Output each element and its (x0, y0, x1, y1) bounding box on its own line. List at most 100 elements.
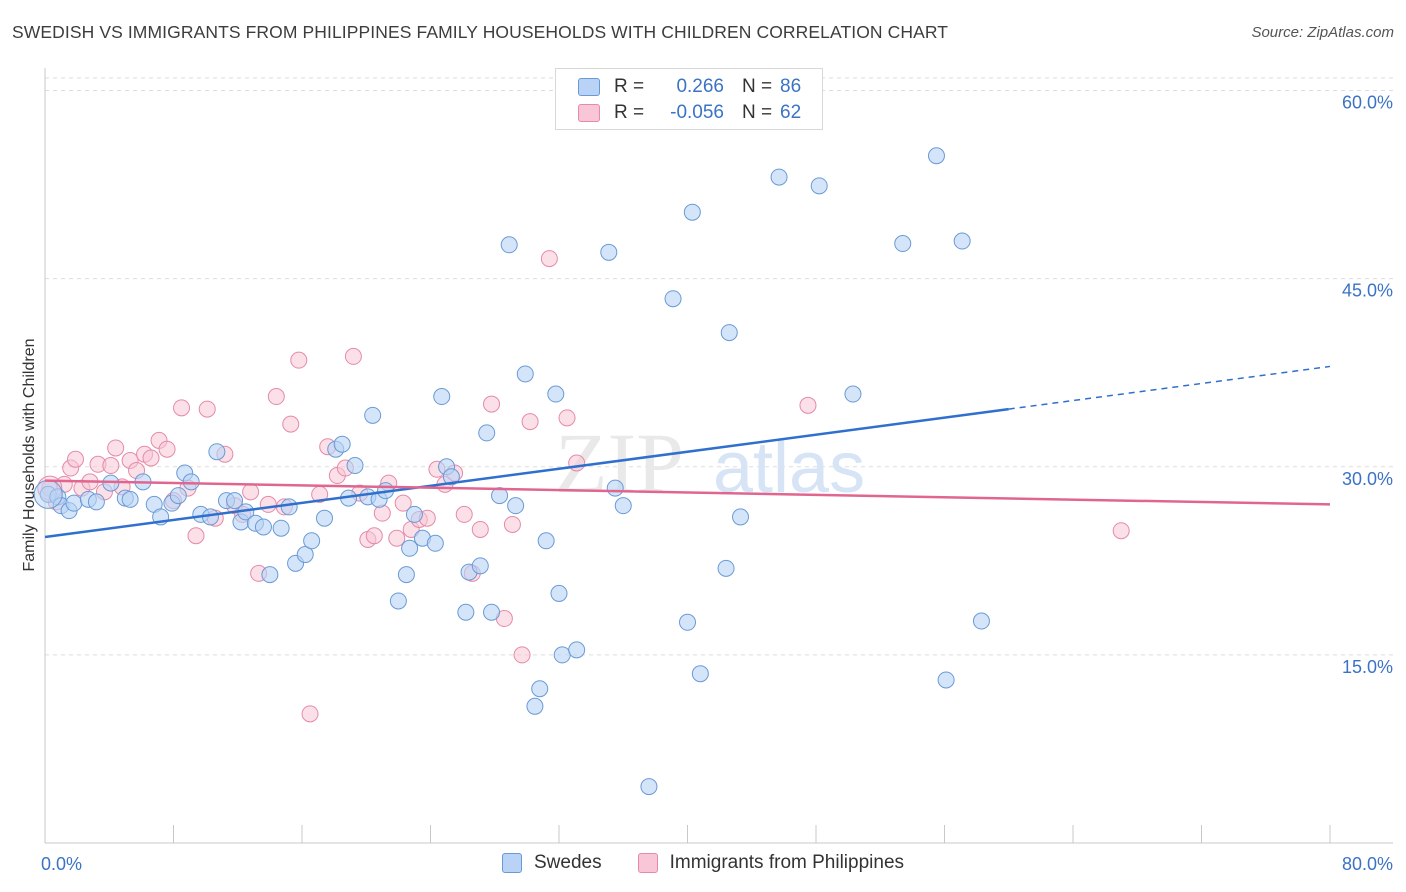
legend-swatch-swedes (578, 78, 600, 96)
swedes-point (121, 490, 139, 508)
philippines-point (344, 347, 362, 365)
philippines-point (483, 395, 501, 413)
legend-r-label: R = (614, 102, 645, 123)
swedes-point (732, 508, 750, 526)
x-tick-label-min: 0.0% (41, 854, 82, 874)
swedes-point (405, 505, 423, 523)
swedes-point (720, 324, 738, 342)
philippines-point (259, 495, 277, 513)
swedes-point (315, 509, 333, 527)
swedes-point (254, 518, 272, 536)
philippines-legend-label: Immigrants from Philippines (669, 852, 905, 873)
series-legend-philippines[interactable]: Immigrants from Philippines (637, 852, 905, 874)
philippines-point (242, 483, 260, 501)
swedes-point (296, 546, 314, 564)
philippines-point (198, 400, 216, 418)
swedes-point (553, 646, 571, 664)
swedes-point (810, 177, 828, 195)
philippines-point (455, 505, 473, 523)
philippines-point (107, 439, 125, 457)
legend-swatch-philippines (578, 104, 600, 122)
legend-n-label: N = (742, 102, 773, 123)
swedes-trend-extension (1008, 365, 1331, 410)
philippines-point (67, 450, 85, 468)
swedes-point (614, 497, 632, 515)
series-legend-swedes[interactable]: Swedes (501, 852, 602, 874)
legend-n-label: N = (742, 76, 773, 97)
swedes-point (226, 492, 244, 510)
swedes-point (169, 487, 187, 505)
y-tick-label: 15.0% (1342, 657, 1393, 677)
philippines-point (373, 504, 391, 522)
swedes-point (208, 443, 226, 461)
philippines-point (267, 388, 285, 406)
swedes-point (333, 435, 351, 453)
swedes-point (33, 479, 63, 509)
y-tick-label: 45.0% (1342, 281, 1393, 301)
philippines-trend-line (44, 479, 1331, 506)
swedes-point (550, 584, 568, 602)
philippines-point (388, 529, 406, 547)
philippines-point (503, 515, 521, 533)
swedes-point (500, 236, 518, 254)
philippines-swatch (637, 853, 658, 873)
y-tick-label: 60.0% (1342, 93, 1393, 113)
philippines-point (1112, 522, 1130, 540)
philippines-point (290, 351, 308, 369)
swedes-point (280, 498, 298, 516)
swedes-point (478, 424, 496, 442)
legend-n-value: 86 (780, 76, 802, 97)
swedes-point (303, 532, 321, 550)
swedes-point (568, 641, 586, 659)
legend-r-label: R = (614, 76, 645, 97)
swedes-point (953, 232, 971, 250)
swedes-point (471, 557, 489, 575)
philippines-point (568, 454, 586, 472)
swedes-point (401, 539, 419, 557)
swedes-point (261, 566, 279, 584)
correlation-legend: R = 0.266 N = 86 R = -0.056 N = 62 (555, 68, 823, 130)
swedes-point (442, 468, 460, 486)
philippines-point (187, 527, 205, 545)
swedes-point (894, 235, 912, 253)
swedes-point (927, 147, 945, 165)
philippines-points (37, 250, 1130, 723)
philippines-point (540, 250, 558, 268)
swedes-point (664, 290, 682, 308)
tick-labels: 15.0% 30.0% 45.0% 60.0% 0.0% 80.0% (41, 93, 1393, 874)
philippines-point (158, 440, 176, 458)
swedes-point (972, 612, 990, 630)
swedes-point (507, 497, 525, 515)
swedes-point (65, 494, 83, 512)
legend-row-philippines: R = -0.056 N = 62 (578, 101, 801, 125)
philippines-point (365, 527, 383, 545)
swedes-point (346, 457, 364, 475)
swedes-point (844, 385, 862, 403)
swedes-point (937, 671, 955, 689)
swedes-point (683, 203, 701, 221)
x-tick-label-max: 80.0% (1342, 854, 1393, 874)
swedes-point (516, 365, 534, 383)
legend-r-value: 0.266 (676, 76, 724, 97)
y-tick-label: 30.0% (1342, 469, 1393, 489)
swedes-point (547, 385, 565, 403)
swedes-point (679, 613, 696, 631)
philippines-point (173, 399, 191, 417)
swedes-point (87, 493, 105, 511)
swedes-trend-line (44, 407, 1009, 539)
philippines-point (471, 520, 489, 538)
legend-n-value: 62 (780, 102, 802, 123)
swedes-legend-label: Swedes (533, 852, 602, 873)
philippines-point (102, 457, 120, 475)
swedes-point (397, 566, 415, 584)
philippines-point (142, 449, 160, 467)
philippines-point (394, 494, 412, 512)
chart-title: SWEDISH VS IMMIGRANTS FROM PHILIPPINES F… (12, 22, 949, 42)
philippines-point (513, 646, 531, 664)
swedes-point (272, 519, 290, 537)
swedes-point (640, 778, 658, 796)
swedes-point (426, 534, 444, 552)
swedes-point (182, 473, 200, 491)
legend-row-swedes: R = 0.266 N = 86 (578, 75, 801, 99)
